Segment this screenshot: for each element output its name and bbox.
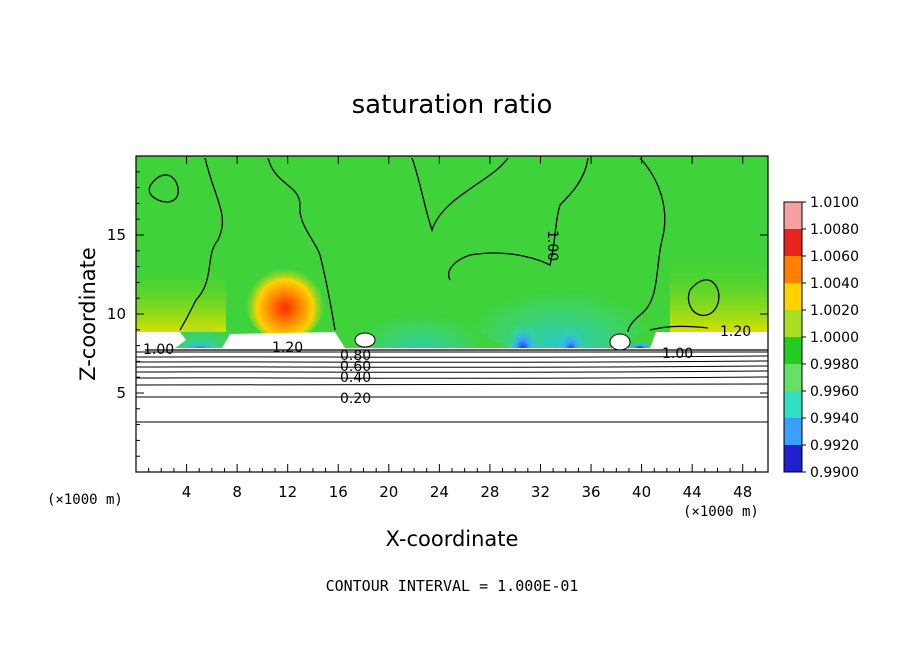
colorbar-label: 1.0040 bbox=[810, 276, 859, 292]
contour-labels: 1.00 1.00 1.00 1.20 1.20 0.80 0.60 0.40 … bbox=[143, 230, 751, 407]
colorbar-label: 0.9920 bbox=[810, 438, 859, 454]
x-axis-ticks: 4 8 12 16 20 24 28 32 36 40 44 48 bbox=[148, 156, 756, 501]
x-tick-label: 48 bbox=[733, 483, 752, 501]
colorbar-label: 1.0100 bbox=[810, 195, 859, 211]
x-tick-label: 24 bbox=[430, 483, 449, 501]
colorbar-band bbox=[784, 229, 802, 256]
y-axis-label: Z-coordinate bbox=[76, 247, 100, 381]
contour-label: 1.00 bbox=[544, 230, 560, 261]
contour-label: 1.20 bbox=[720, 324, 751, 340]
colorbar-label: 0.9940 bbox=[810, 411, 859, 427]
contour-label: 0.60 bbox=[340, 359, 371, 375]
heatmap-field bbox=[136, 156, 768, 472]
colorbar-label: 1.0080 bbox=[810, 222, 859, 238]
contour-label: 1.20 bbox=[272, 340, 303, 356]
colorbar-band bbox=[784, 202, 802, 229]
colorbar-band bbox=[784, 283, 802, 310]
contour-interval-note: CONTOUR INTERVAL = 1.000E-01 bbox=[326, 577, 579, 595]
colorbar: 1.0100 1.0080 1.0060 1.0040 1.0020 1.0000 0.99… bbox=[783, 195, 859, 481]
x-tick-label: 40 bbox=[632, 483, 651, 501]
x-tick-label: 12 bbox=[278, 483, 297, 501]
x-tick-label: 20 bbox=[379, 483, 398, 501]
colorbar-band bbox=[784, 391, 802, 418]
x-tick-label: 36 bbox=[581, 483, 600, 501]
contour-label: 1.00 bbox=[662, 346, 693, 362]
x-axis-label: X-coordinate bbox=[386, 527, 519, 551]
contour-label: 0.80 bbox=[340, 348, 371, 364]
contour-label: 0.40 bbox=[340, 370, 371, 386]
colorbar-label: 0.9980 bbox=[810, 357, 859, 373]
colorbar-label: 1.0000 bbox=[810, 330, 859, 346]
y-tick-label: 5 bbox=[116, 384, 126, 402]
y-axis-ticks: 5 10 15 bbox=[107, 171, 768, 457]
colorbar-band bbox=[784, 337, 802, 364]
x-tick-label: 16 bbox=[329, 483, 348, 501]
y-tick-label: 10 bbox=[107, 305, 126, 323]
x-tick-label: 28 bbox=[480, 483, 499, 501]
colorbar-band bbox=[784, 256, 802, 283]
x-tick-label: 8 bbox=[232, 483, 242, 501]
y-tick-label: 15 bbox=[107, 226, 126, 244]
colorbar-label: 1.0020 bbox=[810, 303, 859, 319]
colorbar-band bbox=[784, 445, 802, 472]
x-tick-label: 4 bbox=[182, 483, 192, 501]
stable-layer-contours bbox=[136, 351, 768, 423]
x-tick-label: 32 bbox=[531, 483, 550, 501]
colorbar-label: 1.0060 bbox=[810, 249, 859, 265]
colorbar-band bbox=[784, 364, 802, 391]
colorbar-label: 0.9960 bbox=[810, 384, 859, 400]
colorbar-label: 0.9900 bbox=[810, 465, 859, 481]
contour-lines bbox=[145, 157, 768, 351]
colorbar-band bbox=[784, 310, 802, 337]
chart-title: saturation ratio bbox=[352, 90, 553, 120]
supersaturation-maximum bbox=[245, 260, 325, 340]
contour-label: 0.20 bbox=[340, 391, 371, 407]
x-tick-label: 44 bbox=[683, 483, 702, 501]
contour-label: 1.00 bbox=[143, 342, 174, 358]
x-unit-left: (×1000 m) bbox=[47, 492, 123, 508]
colorbar-band bbox=[784, 418, 802, 445]
x-unit-right: (×1000 m) bbox=[683, 504, 759, 520]
